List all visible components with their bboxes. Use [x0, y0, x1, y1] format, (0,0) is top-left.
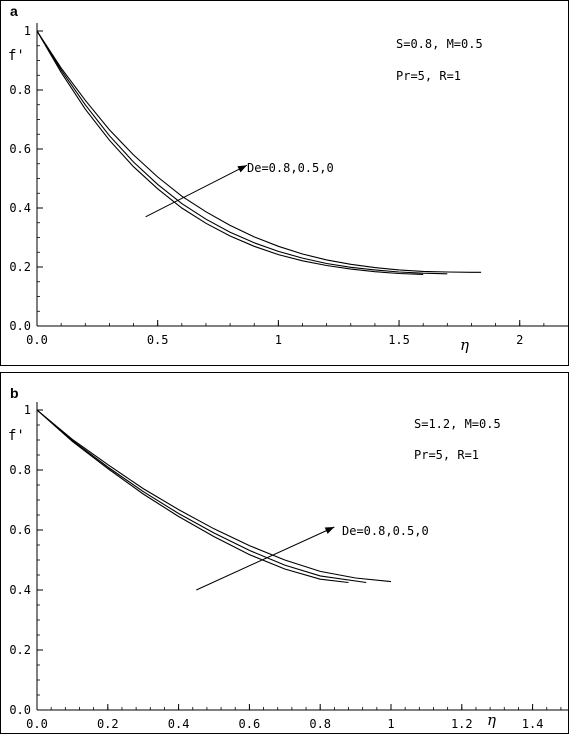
- trend-arrow-head: [237, 165, 247, 173]
- trend-arrow-head: [324, 527, 335, 534]
- y-tick-label: 1: [24, 403, 31, 417]
- y-tick-label: 0.0: [9, 703, 31, 717]
- y-tick-label: 0.8: [9, 83, 31, 97]
- y-tick-label: 0.0: [9, 319, 31, 333]
- params-line-2-b: Pr=5, R=1: [414, 448, 479, 462]
- x-tick-label: 1.4: [522, 717, 544, 731]
- y-tick-label: 0.6: [9, 142, 31, 156]
- series-line-2: [36, 30, 448, 275]
- x-tick-label: 0.0: [26, 717, 48, 731]
- x-axis-label-b: η: [487, 711, 496, 729]
- params-line-1-b: S=1.2, M=0.5: [414, 417, 501, 431]
- panel-label-b: b: [10, 385, 19, 401]
- y-tick-label: 0.6: [9, 523, 31, 537]
- x-tick-label: 1.2: [451, 717, 473, 731]
- trend-arrow-shaft: [196, 526, 335, 591]
- chart-a-svg: a f' η S=0.8, M=0.5 Pr=5, R=1 De=0.8,0.5…: [0, 0, 569, 366]
- y-axis-label-a: f': [8, 48, 25, 64]
- x-tick-label: 0.8: [309, 717, 331, 731]
- x-tick-label: 1.5: [388, 333, 410, 347]
- series-line-2: [36, 409, 367, 584]
- y-tick-label: 0.8: [9, 463, 31, 477]
- params-line-1-a: S=0.8, M=0.5: [396, 37, 483, 51]
- panel-label-a: a: [10, 3, 18, 19]
- x-tick-label: 0.5: [147, 333, 169, 347]
- panel-a-frame: [0, 0, 569, 366]
- x-axis-label-a: η: [460, 336, 469, 354]
- params-line-2-a: Pr=5, R=1: [396, 69, 461, 83]
- chart-panel-a: a f' η S=0.8, M=0.5 Pr=5, R=1 De=0.8,0.5…: [0, 0, 569, 366]
- x-tick-label: 1: [275, 333, 282, 347]
- y-tick-label: 0.4: [9, 201, 31, 215]
- series-line-1: [36, 30, 424, 275]
- x-tick-label: 0.6: [239, 717, 261, 731]
- series-line-1: [36, 409, 349, 584]
- chart-panel-b: b f' η S=1.2, M=0.5 Pr=5, R=1 De=0.8,0.5…: [0, 372, 572, 735]
- chart-b-svg: b f' η S=1.2, M=0.5 Pr=5, R=1 De=0.8,0.5…: [0, 372, 569, 734]
- panel-b-frame: [0, 372, 569, 734]
- series-line-3: [36, 409, 392, 583]
- x-tick-label: 1: [387, 717, 394, 731]
- arrow-label-a: De=0.8,0.5,0: [247, 161, 334, 175]
- trend-arrow-shaft: [145, 164, 248, 218]
- arrow-label-b: De=0.8,0.5,0: [342, 524, 429, 538]
- x-tick-label: 0.2: [97, 717, 119, 731]
- x-tick-label: 2: [516, 333, 523, 347]
- y-tick-label: 0.2: [9, 643, 31, 657]
- y-axis-label-b: f': [8, 428, 25, 444]
- y-tick-label: 0.4: [9, 583, 31, 597]
- x-tick-label: 0.4: [168, 717, 190, 731]
- y-tick-label: 1: [24, 24, 31, 38]
- y-tick-label: 0.2: [9, 260, 31, 274]
- x-tick-label: 0.0: [26, 333, 48, 347]
- series-line-3: [36, 30, 482, 273]
